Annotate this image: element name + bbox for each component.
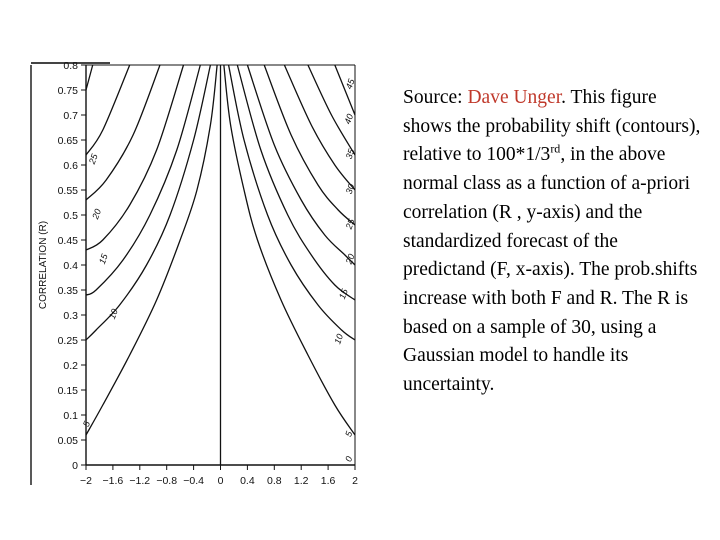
contour-line bbox=[85, 64, 131, 156]
contour-label-left: 10 bbox=[107, 308, 120, 321]
contour-line bbox=[334, 64, 356, 116]
contour-line bbox=[85, 64, 201, 296]
contour-label-right: 0 bbox=[343, 455, 354, 463]
y-tick-label: 0.65 bbox=[58, 135, 79, 147]
x-tick-label: 0.8 bbox=[267, 475, 282, 487]
y-tick-label: 0.6 bbox=[63, 160, 78, 172]
contour-label-right: 15 bbox=[337, 287, 350, 301]
caption-body-rest: , in the above normal class as a functio… bbox=[403, 144, 698, 396]
x-tick-label: 2 bbox=[352, 475, 358, 487]
x-tick-label: −0.8 bbox=[156, 475, 177, 487]
caption-source-name[interactable]: Dave Unger bbox=[467, 87, 562, 108]
contour-label-left: 25 bbox=[87, 152, 101, 167]
contour-line bbox=[223, 64, 356, 436]
contour-label-right: 20 bbox=[343, 253, 356, 267]
contour-line bbox=[85, 64, 218, 436]
contour-line bbox=[227, 64, 356, 341]
y-tick-label: 0 bbox=[72, 460, 78, 472]
contour-line bbox=[85, 64, 212, 341]
x-tick-label: −0.4 bbox=[183, 475, 204, 487]
contour-chart: 0 0.05 0.1 0.15 0.2 0.25 0.3 0.35 0.4 0.45 0.5 0.55… bbox=[0, 55, 380, 500]
y-tick-label: 0.1 bbox=[63, 410, 78, 422]
y-tick-label: 0.3 bbox=[63, 310, 78, 322]
contour-label-right: 35 bbox=[344, 147, 357, 161]
y-tick-label: 0.4 bbox=[63, 260, 78, 272]
contour-line bbox=[246, 64, 356, 266]
caption-body: . This figure shows the probability shif… bbox=[403, 87, 701, 166]
contour-line bbox=[307, 64, 356, 156]
contour-line bbox=[263, 64, 356, 226]
x-tick-label: −1.2 bbox=[129, 475, 150, 487]
contour-line bbox=[283, 64, 356, 191]
contour-label-left: 20 bbox=[90, 208, 103, 222]
x-tick-label: −2 bbox=[80, 475, 92, 487]
y-axis-title: CORRELATION (R) bbox=[38, 221, 49, 309]
y-tick-label: 0.25 bbox=[58, 335, 79, 347]
contour-label-right: 30 bbox=[344, 183, 357, 196]
y-tick-label: 0.35 bbox=[58, 285, 79, 297]
y-tick-label: 0.45 bbox=[58, 235, 79, 247]
y-tick-label: 0.8 bbox=[63, 60, 78, 72]
y-tick-label: 0.55 bbox=[58, 185, 79, 197]
y-tick-label: 0.15 bbox=[58, 385, 79, 397]
x-tick-label: 0 bbox=[218, 475, 224, 487]
contour-line bbox=[85, 64, 94, 91]
y-tick-label: 0.7 bbox=[63, 110, 78, 122]
x-tick-label: 1.6 bbox=[321, 475, 336, 487]
y-tick-label: 0.5 bbox=[63, 210, 78, 222]
x-tick-label: 0.4 bbox=[240, 475, 255, 487]
contour-line bbox=[85, 64, 161, 201]
contour-label-left: 5 bbox=[81, 419, 92, 428]
contour-label-right: 40 bbox=[342, 113, 355, 126]
contour-label-left: 15 bbox=[97, 252, 110, 266]
caption-prefix: Source: bbox=[403, 87, 468, 108]
contour-label-right: 25 bbox=[343, 217, 357, 232]
contour-label-right: 5 bbox=[343, 429, 354, 438]
y-tick-label: 0.05 bbox=[58, 435, 79, 447]
y-tick-label: 0.2 bbox=[63, 360, 78, 372]
x-tick-label: −1.6 bbox=[103, 475, 124, 487]
contour-line bbox=[85, 64, 185, 251]
contour-label-right: 45 bbox=[344, 77, 357, 91]
caption-superscript: rd bbox=[550, 141, 561, 156]
contour-label-right: 10 bbox=[332, 333, 345, 346]
x-tick-label: 1.2 bbox=[294, 475, 309, 487]
y-tick-label: 0.75 bbox=[58, 85, 79, 97]
chart-svg: 00.050.10.150.20.250.30.350.40.450.50.55… bbox=[30, 60, 358, 487]
contour-line bbox=[236, 64, 356, 301]
caption-text: Source: Dave Unger. This figure shows th… bbox=[403, 84, 703, 400]
